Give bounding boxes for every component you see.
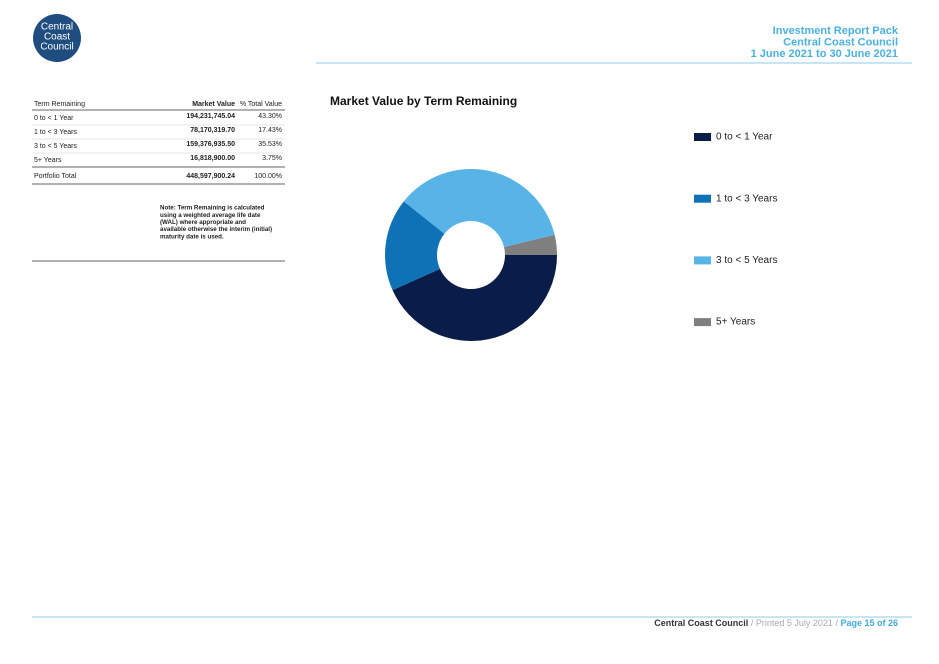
table-header: % Total Value [240, 101, 282, 108]
footer-printed: Printed 5 July 2021 [756, 618, 833, 628]
table-cell: 17.43% [258, 127, 282, 134]
chart-title: Market Value by Term Remaining [330, 94, 517, 108]
footer-sep: / [835, 618, 838, 628]
table-cell: 1 to < 3 Years [34, 129, 78, 136]
note: available otherwise the interim (initial… [160, 226, 272, 233]
table-header: Market Value [192, 101, 235, 108]
logo-text: Coast [44, 32, 70, 43]
table-cell: 194,231,745.04 [186, 113, 235, 120]
donut-slice [504, 234, 557, 255]
table-total: Portfolio Total [34, 173, 77, 180]
logo-text: Council [40, 42, 73, 53]
table-cell: 5+ Years [34, 157, 62, 164]
table-total: 448,597,900.24 [186, 173, 235, 180]
note: maturity date is used. [160, 233, 224, 240]
table-cell: 159,376,935.50 [186, 141, 235, 148]
footer-sep: / [751, 618, 754, 628]
table-cell: 35.53% [258, 141, 282, 148]
table-total: 100.00% [254, 173, 282, 180]
donut-slice [403, 169, 555, 248]
table-header: Term Remaining [34, 101, 85, 108]
note: (WAL) where appropriate and [160, 219, 246, 226]
footer-page: Page 15 of 26 [840, 618, 898, 628]
legend-label: 5+ Years [716, 317, 755, 328]
table-cell: 3.75% [262, 155, 282, 162]
footer: Central Coast Council / Printed 5 July 2… [654, 618, 898, 628]
header-line: Investment Report Pack [773, 25, 899, 37]
legend-swatch [694, 194, 711, 203]
table-cell: 0 to < 1 Year [34, 115, 74, 122]
footer-org: Central Coast Council [654, 618, 748, 628]
table-cell: 16,818,900.00 [190, 155, 235, 162]
table-cell: 3 to < 5 Years [34, 143, 78, 150]
note: Note: Term Remaining is calculated [160, 205, 265, 212]
legend-swatch [694, 256, 711, 265]
legend-label: 1 to < 3 Years [716, 193, 777, 204]
donut-slice [392, 255, 557, 341]
legend-swatch [694, 318, 711, 327]
legend-swatch [694, 133, 711, 141]
header-line: 1 June 2021 to 30 June 2021 [751, 48, 898, 60]
logo [33, 14, 81, 62]
table-cell: 43.30% [258, 113, 282, 120]
donut-slice [385, 201, 445, 291]
logo-text: Central [41, 22, 73, 33]
legend-label: 0 to < 1 Year [716, 132, 773, 143]
table-cell: 78,170,319.70 [190, 127, 235, 134]
legend-label: 3 to < 5 Years [716, 255, 777, 266]
header-line: Central Coast Council [783, 36, 898, 48]
note: using a weighted average life date [160, 212, 261, 219]
